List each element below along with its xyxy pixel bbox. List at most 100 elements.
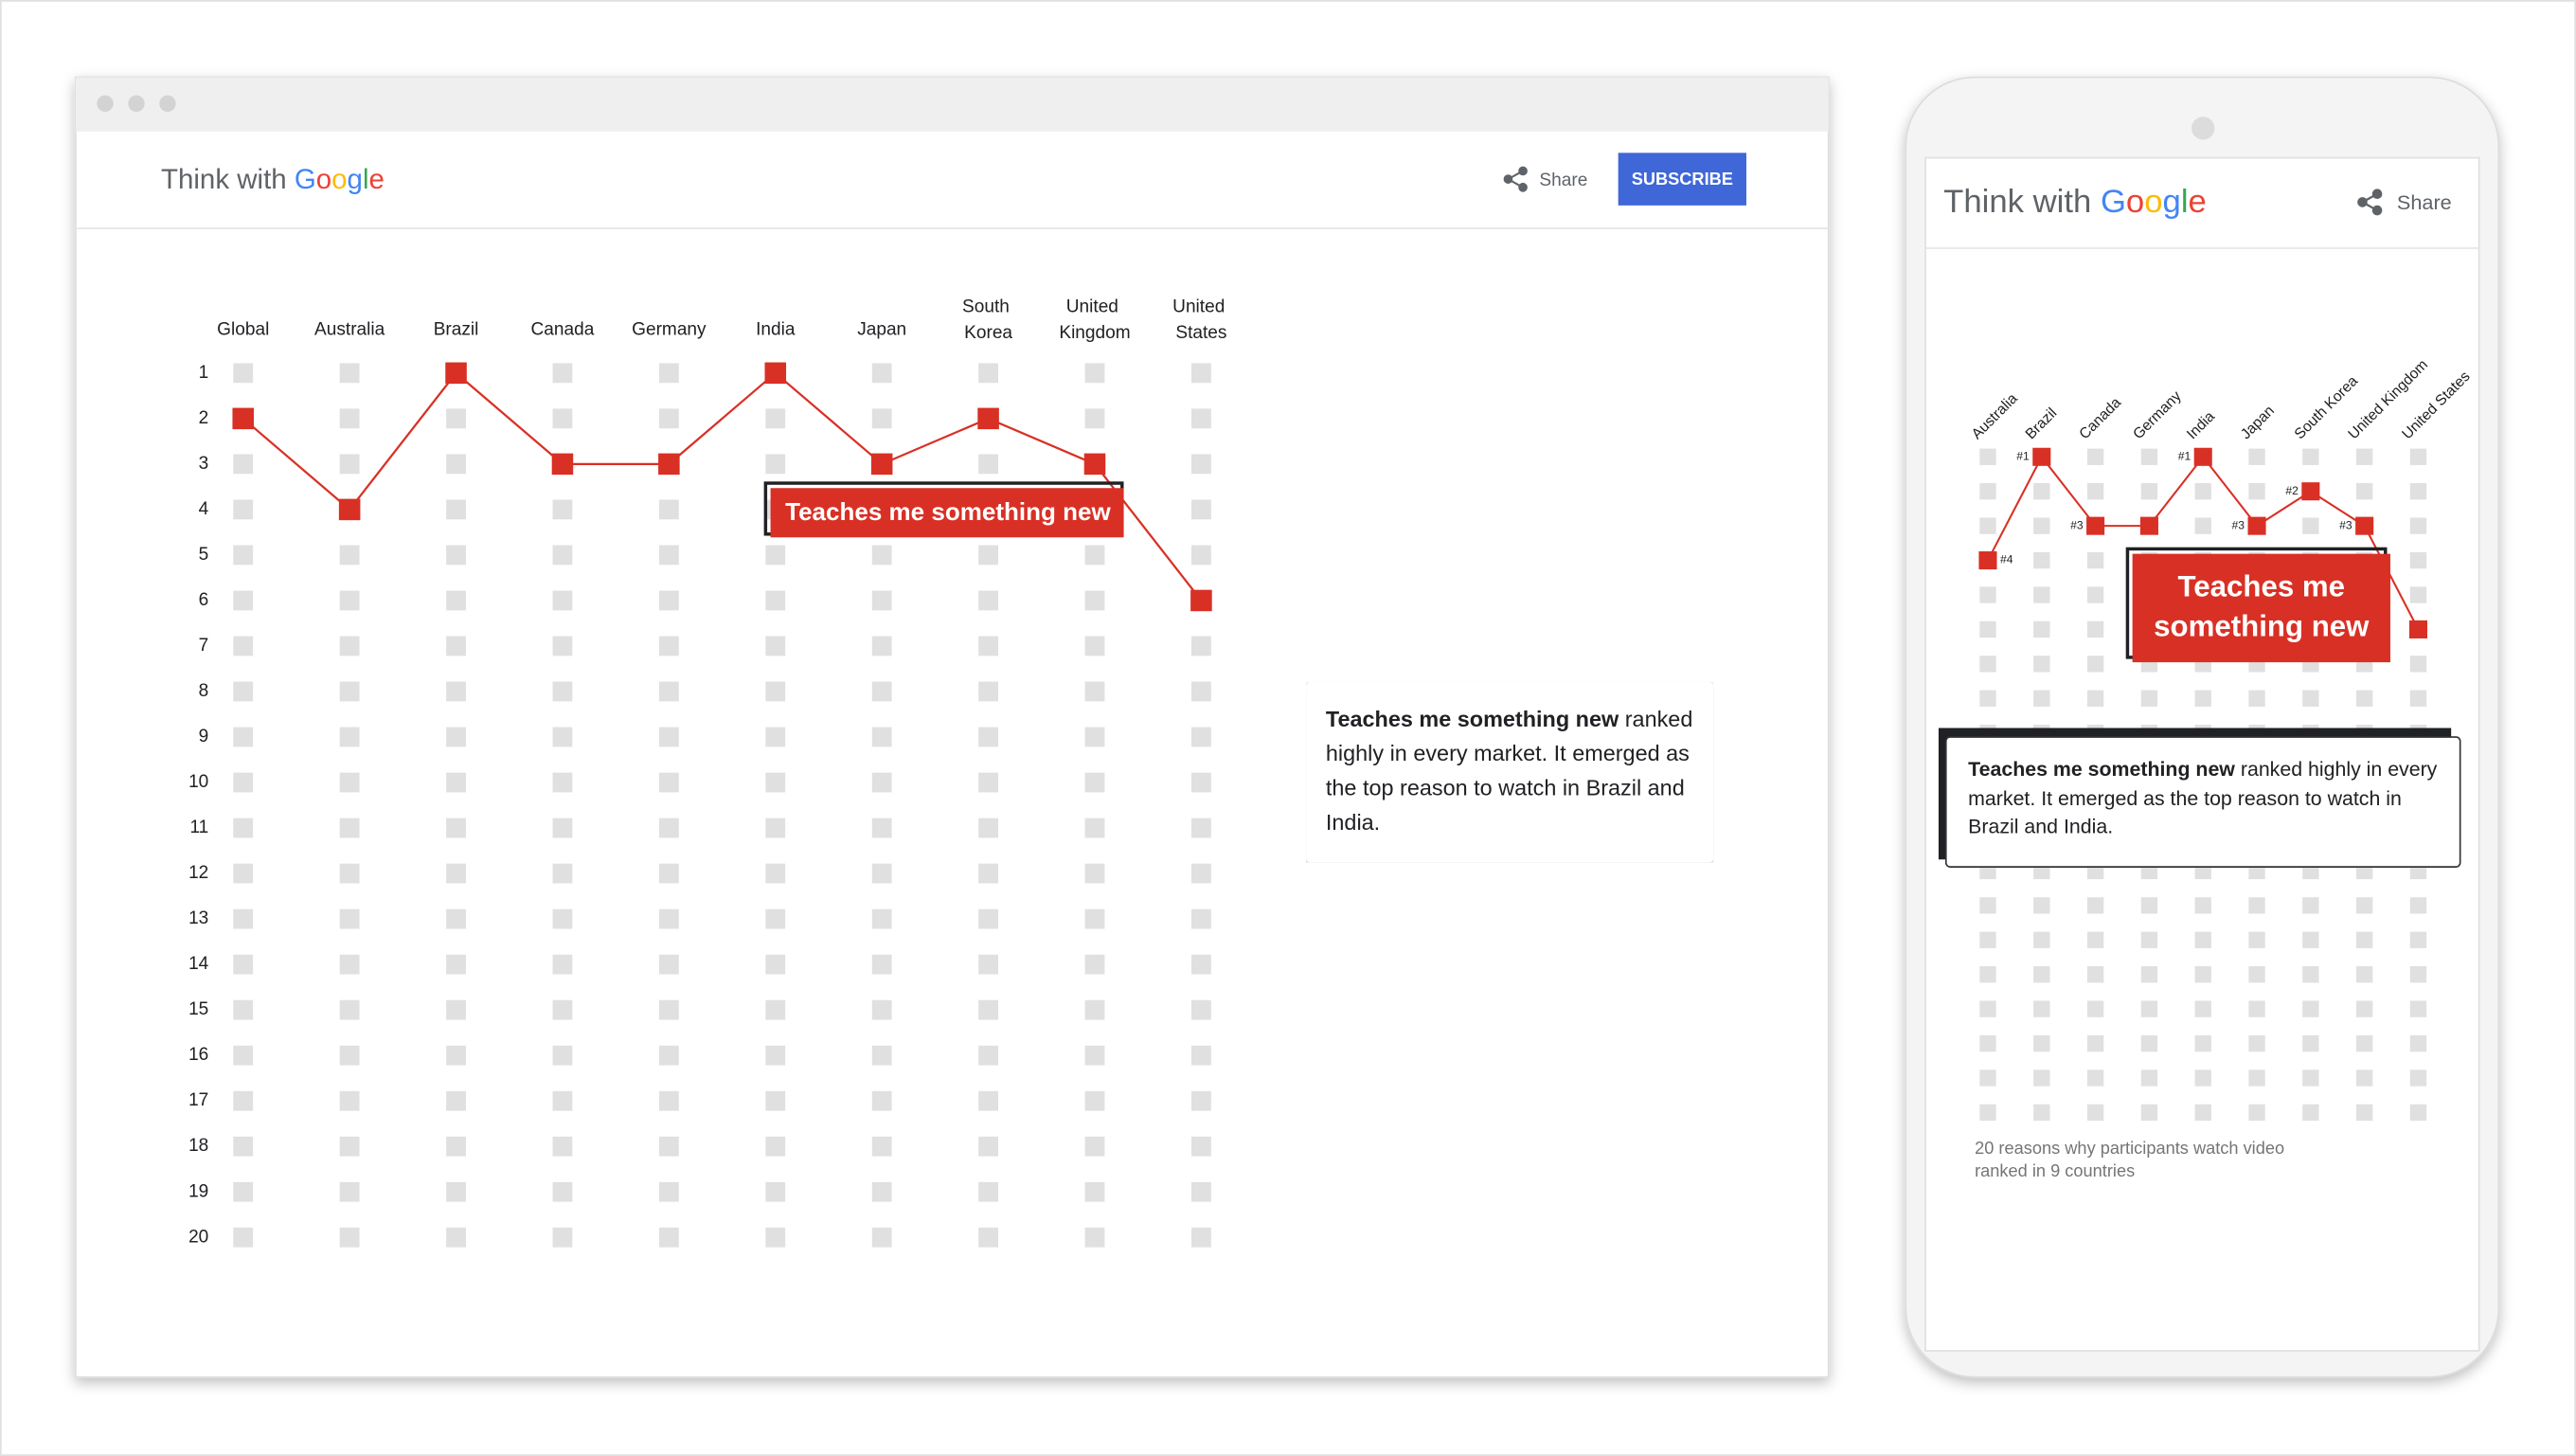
grid-cell <box>233 818 254 838</box>
x-tick-label: Global <box>217 320 269 340</box>
grid-cell <box>765 681 786 702</box>
grid-cell <box>2248 1070 2265 1087</box>
grid-cell <box>978 1136 998 1157</box>
grid-cell <box>1979 1104 1996 1122</box>
grid-cell <box>2086 448 2104 465</box>
grid-cell <box>2086 1034 2104 1052</box>
grid-cell <box>2194 966 2211 983</box>
logo: Think with Google <box>1943 184 2207 220</box>
grid-cell <box>765 1181 786 1202</box>
grid-cell <box>552 772 573 793</box>
grid-cell <box>552 1227 573 1248</box>
grid-cell <box>1979 620 1996 638</box>
grid-cell <box>446 1045 466 1066</box>
annotation-box: Teaches me something new ranked highly i… <box>1944 736 2461 868</box>
grid-cell <box>1191 1227 1211 1248</box>
grid-cell <box>658 1090 679 1111</box>
data-point <box>338 498 361 521</box>
grid-cell <box>1084 1181 1105 1202</box>
annotation-text: ranked highly in every market. It emerge… <box>1325 706 1693 836</box>
grid-cell <box>1191 1045 1211 1066</box>
grid-cell <box>2194 1034 2211 1052</box>
grid-cell <box>2140 931 2158 948</box>
grid-cell <box>1191 1136 1211 1157</box>
grid-cell <box>2248 483 2265 500</box>
grid-cell <box>233 1090 254 1111</box>
grid-cell <box>233 545 254 566</box>
grid-cell <box>2409 1104 2427 1122</box>
share-icon[interactable] <box>2357 189 2383 216</box>
grid-cell <box>2409 897 2427 914</box>
subscribe-button[interactable] <box>1618 153 1746 206</box>
grid-cell <box>552 636 573 656</box>
grid-cell <box>765 590 786 611</box>
grid-cell <box>339 954 360 975</box>
grid-cell <box>2086 483 2104 500</box>
data-point <box>2032 447 2051 466</box>
grid-cell <box>978 772 998 793</box>
window-dot <box>97 95 114 112</box>
annotation-bold: Teaches me something new <box>1968 757 2235 782</box>
subscribe-label[interactable]: SUBSCRIBE <box>1632 170 1733 189</box>
grid-cell <box>1084 363 1105 384</box>
y-tick-label: 19 <box>188 1181 208 1201</box>
grid-cell <box>658 636 679 656</box>
grid-cell <box>871 1227 892 1248</box>
grid-cell <box>765 1136 786 1157</box>
grid-cell <box>658 954 679 975</box>
grid-cell <box>446 1090 466 1111</box>
data-point <box>2355 516 2374 535</box>
grid-cell <box>2409 690 2427 707</box>
grid-cell <box>871 999 892 1020</box>
grid-cell <box>1191 863 1211 884</box>
grid-cell <box>233 999 254 1020</box>
grid-cell <box>339 772 360 793</box>
grid-cell <box>339 1181 360 1202</box>
grid-cell <box>2355 1070 2373 1087</box>
series-label: Teaches me something new <box>2154 569 2370 643</box>
grid-cell <box>2140 1104 2158 1122</box>
grid-cell <box>552 499 573 520</box>
grid-cell <box>1979 483 1996 500</box>
y-tick-label: 18 <box>188 1136 208 1156</box>
grid-cell <box>2033 931 2050 948</box>
share-link[interactable]: Share <box>1539 171 1587 190</box>
y-tick-label: 16 <box>188 1045 208 1065</box>
grid-cell <box>765 999 786 1020</box>
x-tick-label: Germany <box>632 320 707 340</box>
grid-cell <box>658 408 679 429</box>
grid-cell <box>978 1090 998 1111</box>
grid-cell <box>1191 954 1211 975</box>
grid-cell <box>1191 454 1211 475</box>
grid-cell <box>446 954 466 975</box>
grid-cell <box>1979 1070 1996 1087</box>
grid-cell <box>871 818 892 838</box>
grid-cell <box>339 545 360 566</box>
x-tick-label: Canada <box>531 320 595 340</box>
grid-cell <box>2140 1070 2158 1087</box>
grid-cell <box>233 363 254 384</box>
grid-cell <box>2086 1000 2104 1017</box>
share-icon[interactable] <box>1503 166 1528 192</box>
grid-cell <box>2194 1070 2211 1087</box>
y-tick-label: 10 <box>188 772 208 792</box>
data-label: #3 <box>2070 518 2084 531</box>
callout-fill <box>2132 553 2390 663</box>
y-tick-label: 14 <box>188 954 209 974</box>
share-link[interactable]: Share <box>2397 190 2452 214</box>
data-point <box>1083 453 1106 476</box>
series-label-wrap: Teaches me something new <box>2154 569 2370 643</box>
grid-cell <box>233 1227 254 1248</box>
grid-cell <box>658 1227 679 1248</box>
grid-cell <box>871 772 892 793</box>
grid-cell <box>1084 681 1105 702</box>
grid-cell <box>765 636 786 656</box>
logo-google: Google <box>295 164 385 195</box>
grid-cell <box>2302 690 2319 707</box>
grid-cell <box>1979 897 1996 914</box>
grid-cell <box>446 727 466 747</box>
y-tick-label: 6 <box>199 590 209 610</box>
data-label: #2 <box>2285 484 2299 497</box>
grid-cell <box>233 1136 254 1157</box>
data-point <box>870 453 893 476</box>
